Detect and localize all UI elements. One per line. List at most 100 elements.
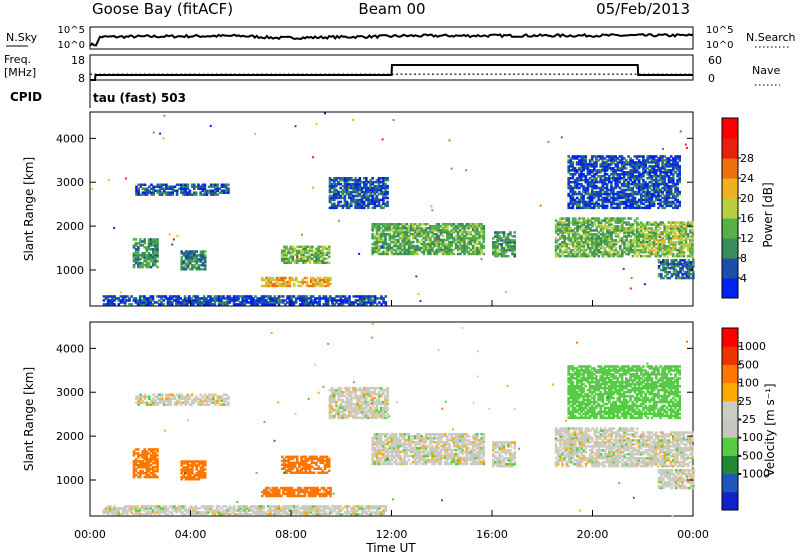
data-cell [616, 196, 620, 200]
data-cell [195, 191, 198, 194]
data-cell [659, 236, 661, 239]
data-cell [631, 175, 634, 178]
data-cell [689, 250, 692, 254]
data-cell [330, 196, 334, 200]
data-cell [147, 297, 150, 300]
data-cell [599, 198, 602, 202]
data-cell [409, 240, 413, 244]
data-cell [147, 242, 151, 245]
data-cell [156, 393, 160, 396]
data-cell [292, 303, 296, 306]
data-cell [343, 180, 347, 184]
data-cell [593, 182, 596, 186]
data-cell [654, 165, 658, 168]
data-cell [158, 393, 162, 396]
data-cell [145, 189, 149, 192]
data-cell [571, 155, 575, 158]
data-cell [509, 245, 512, 248]
data-cell [386, 229, 389, 232]
frequency-panel-frame [89, 54, 694, 81]
data-cell [608, 231, 611, 234]
data-cell [620, 182, 624, 186]
data-cell [431, 242, 434, 246]
data-cell [397, 230, 400, 234]
data-cell [195, 464, 198, 467]
data-cell [377, 200, 381, 204]
data-cell [586, 235, 590, 238]
data-cell [173, 295, 176, 298]
data-cell [639, 223, 643, 226]
data-cell [343, 184, 347, 188]
data-cell [132, 299, 136, 302]
data-cell [245, 295, 249, 298]
data-cell [650, 198, 654, 202]
data-cell [134, 458, 138, 461]
data-cell [166, 303, 170, 306]
data-cell [571, 167, 575, 170]
data-cell [471, 244, 475, 248]
data-cell [360, 200, 364, 204]
data-cell [433, 227, 436, 230]
data-cell [256, 303, 259, 306]
data-cell [296, 297, 300, 300]
data-cell [137, 456, 140, 459]
data-cell [631, 243, 635, 246]
data-cell [315, 249, 318, 253]
data-cell [193, 254, 196, 257]
data-cell [691, 231, 694, 234]
data-cell [345, 206, 349, 210]
data-cell [429, 238, 432, 242]
data-cell [616, 227, 620, 230]
data-cell [134, 257, 138, 261]
data-cell [616, 190, 620, 194]
data-cell [138, 303, 142, 306]
data-cell [375, 204, 379, 208]
data-cell [418, 230, 421, 234]
data-cell [194, 301, 197, 304]
data-cell [220, 185, 224, 188]
data-cell [294, 297, 298, 300]
data-cell [322, 276, 326, 280]
data-cell [256, 299, 259, 302]
data-cell [267, 280, 270, 284]
data-cell [652, 223, 656, 226]
data-cell [569, 206, 573, 210]
data-cell [288, 299, 291, 302]
data-cell [316, 280, 319, 284]
data-cell [578, 182, 581, 186]
data-cell [446, 250, 449, 254]
data-cell [429, 225, 432, 228]
data-cell [280, 282, 283, 286]
data-cell [601, 175, 605, 178]
data-cell [610, 186, 613, 190]
data-cell [227, 191, 230, 194]
data-cell [322, 284, 326, 288]
data-cell [584, 241, 588, 244]
data-cell [608, 194, 611, 198]
data-cell [154, 242, 157, 245]
data-cell [663, 186, 667, 190]
data-cell [330, 198, 334, 202]
data-cell [593, 219, 596, 222]
data-cell [603, 237, 607, 240]
data-cell [384, 303, 388, 306]
data-cell [197, 397, 200, 400]
data-cell [637, 200, 641, 204]
data-cell [290, 494, 294, 498]
data-cell [193, 266, 196, 269]
data-cell [352, 188, 355, 192]
data-cell [145, 261, 149, 265]
data-cell [584, 175, 588, 178]
data-cell [689, 263, 693, 266]
data-cell [141, 469, 144, 473]
data-cell [310, 280, 313, 284]
data-cell [147, 263, 151, 267]
data-cell [629, 227, 633, 230]
data-cell [295, 249, 299, 253]
data-cell [188, 295, 191, 298]
data-cell [188, 297, 191, 300]
data-cell [448, 250, 451, 254]
data-cell [473, 232, 477, 236]
data-cell [637, 223, 641, 226]
data-cell [646, 250, 649, 254]
